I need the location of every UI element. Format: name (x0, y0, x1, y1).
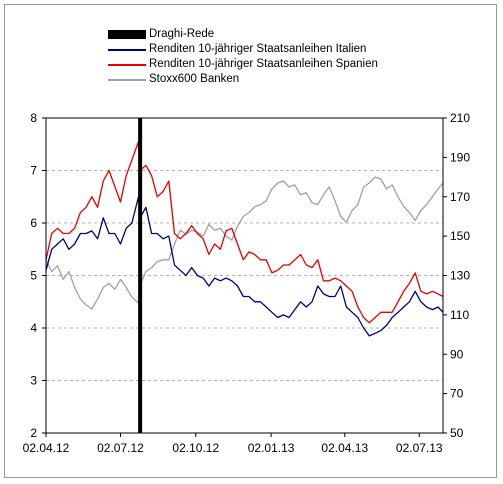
y-left-tick-label: 7 (30, 164, 37, 178)
y-right-tick-label: 50 (450, 426, 464, 440)
y-right-tick-label: 130 (450, 269, 470, 283)
x-tick-label: 02.10.12 (172, 441, 219, 455)
legend-label: Renditen 10-jähriger Staatsanleihen Ital… (149, 43, 367, 55)
legend-swatch (108, 64, 146, 66)
series-line-1 (45, 140, 444, 324)
y-right-tick-label: 170 (450, 190, 470, 204)
x-tick-label: 02.07.12 (97, 441, 144, 455)
legend-swatch (108, 30, 146, 39)
y-left-tick-label: 8 (30, 111, 37, 125)
y-right-tick-label: 70 (450, 387, 464, 401)
series-line-0 (45, 196, 444, 337)
y-left-tick-label: 3 (30, 374, 37, 388)
y-right-tick-label: 90 (450, 347, 464, 361)
legend-swatch (108, 79, 146, 81)
legend-label: Stoxx600 Banken (149, 73, 240, 85)
x-tick-label: 02.04.13 (321, 441, 368, 455)
x-tick-label: 02.01.13 (248, 441, 295, 455)
x-tick-label: 02.07.13 (396, 441, 443, 455)
y-left-tick-label: 4 (30, 321, 37, 335)
legend-label: Draghi-Rede (149, 28, 215, 40)
y-right-tick-label: 150 (450, 229, 470, 243)
y-left-tick-label: 2 (30, 426, 37, 440)
legend-label: Renditen 10-jähriger Staatsanleihen Span… (149, 58, 378, 70)
x-tick-label: 02.04.12 (23, 441, 70, 455)
legend-swatch (108, 49, 146, 51)
series-line-2 (45, 176, 444, 310)
y-right-tick-label: 110 (450, 308, 469, 322)
chart-frame: Draghi-Rede Renditen 10-jähriger Staatsan… (4, 4, 497, 478)
y-right-tick-label: 210 (450, 111, 470, 125)
y-left-tick-label: 5 (30, 269, 37, 283)
y-right-tick-label: 190 (450, 150, 470, 164)
y-left-tick-label: 6 (30, 216, 37, 230)
